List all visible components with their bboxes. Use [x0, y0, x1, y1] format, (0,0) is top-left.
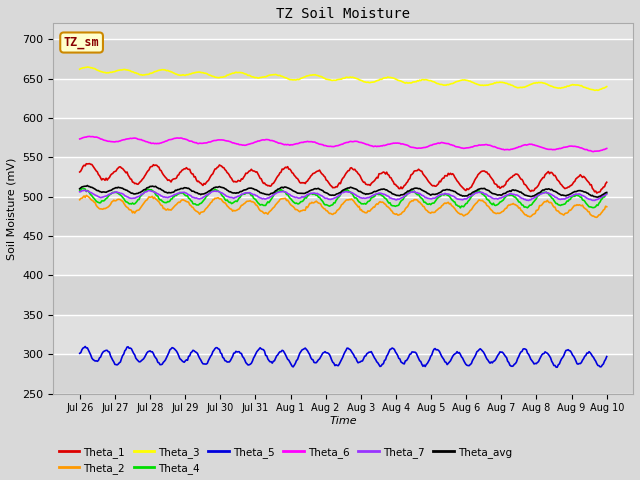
- Theta_7: [397, 195, 405, 201]
- X-axis label: Time: Time: [330, 416, 357, 426]
- Theta_avg: [300, 191, 307, 196]
- Theta_3: [84, 64, 92, 70]
- Theta_2: [593, 215, 601, 220]
- Theta_1: [593, 190, 601, 196]
- Bar: [53, 39, 633, 79]
- Theta_3: [397, 78, 405, 84]
- Theta_5: [554, 364, 561, 370]
- Line: Theta_7: Theta_7: [80, 190, 607, 201]
- Theta_1: [86, 161, 93, 167]
- Theta_2: [76, 197, 84, 203]
- Theta_4: [456, 205, 464, 211]
- Theta_7: [525, 198, 532, 204]
- Theta_6: [241, 143, 248, 148]
- Theta_4: [300, 198, 307, 204]
- Theta_2: [603, 204, 611, 210]
- Theta_avg: [241, 187, 248, 193]
- Theta_avg: [556, 191, 563, 197]
- Theta_5: [464, 363, 472, 369]
- Theta_2: [83, 192, 90, 198]
- Theta_6: [300, 140, 307, 145]
- Theta_7: [557, 197, 564, 203]
- Theta_7: [76, 189, 84, 195]
- Theta_4: [79, 186, 87, 192]
- Line: Theta_2: Theta_2: [80, 195, 607, 217]
- Theta_6: [86, 133, 93, 139]
- Theta_5: [81, 344, 89, 349]
- Theta_6: [603, 145, 611, 151]
- Line: Theta_4: Theta_4: [80, 189, 607, 208]
- Theta_1: [300, 180, 307, 186]
- Theta_6: [372, 143, 380, 149]
- Theta_4: [241, 192, 248, 197]
- Line: Theta_6: Theta_6: [80, 136, 607, 152]
- Theta_5: [300, 347, 307, 352]
- Theta_7: [372, 192, 380, 197]
- Y-axis label: Soil Moisture (mV): Soil Moisture (mV): [7, 157, 17, 260]
- Theta_6: [464, 145, 472, 151]
- Theta_6: [589, 149, 597, 155]
- Theta_4: [397, 198, 405, 204]
- Theta_4: [372, 192, 380, 197]
- Theta_4: [557, 203, 564, 208]
- Theta_3: [603, 84, 611, 89]
- Theta_2: [556, 210, 563, 216]
- Theta_avg: [594, 194, 602, 200]
- Theta_4: [465, 197, 473, 203]
- Theta_4: [603, 191, 611, 196]
- Line: Theta_avg: Theta_avg: [80, 185, 607, 197]
- Theta_5: [557, 358, 564, 364]
- Theta_1: [241, 173, 248, 179]
- Line: Theta_1: Theta_1: [80, 164, 607, 193]
- Theta_5: [76, 350, 84, 356]
- Theta_7: [603, 191, 611, 197]
- Theta_2: [372, 202, 380, 208]
- Theta_2: [241, 201, 248, 206]
- Theta_6: [556, 145, 563, 151]
- Line: Theta_5: Theta_5: [80, 347, 607, 367]
- Theta_5: [372, 357, 380, 362]
- Theta_7: [300, 194, 307, 200]
- Theta_6: [397, 141, 405, 147]
- Theta_5: [241, 357, 248, 363]
- Theta_7: [464, 194, 472, 200]
- Theta_avg: [76, 186, 84, 192]
- Theta_avg: [397, 192, 405, 198]
- Theta_2: [300, 207, 307, 213]
- Line: Theta_3: Theta_3: [80, 67, 607, 90]
- Theta_3: [464, 78, 472, 84]
- Theta_3: [76, 66, 84, 72]
- Theta_5: [603, 354, 611, 360]
- Theta_4: [76, 187, 84, 193]
- Theta_avg: [603, 190, 611, 195]
- Theta_5: [397, 359, 405, 365]
- Theta_avg: [84, 182, 92, 188]
- Theta_3: [594, 87, 602, 93]
- Theta_3: [241, 71, 248, 77]
- Theta_2: [464, 210, 472, 216]
- Theta_1: [556, 179, 563, 185]
- Theta_3: [556, 85, 563, 91]
- Bar: [53, 197, 633, 236]
- Text: TZ_sm: TZ_sm: [64, 36, 99, 49]
- Theta_3: [372, 78, 380, 84]
- Theta_1: [603, 180, 611, 185]
- Bar: [53, 276, 633, 315]
- Theta_1: [397, 184, 405, 190]
- Theta_avg: [372, 189, 380, 194]
- Bar: [53, 118, 633, 157]
- Theta_6: [76, 136, 84, 142]
- Theta_7: [80, 187, 88, 193]
- Theta_1: [372, 176, 380, 182]
- Theta_1: [76, 169, 84, 175]
- Bar: [53, 354, 633, 394]
- Title: TZ Soil Moisture: TZ Soil Moisture: [276, 7, 410, 21]
- Theta_avg: [464, 192, 472, 198]
- Theta_7: [241, 190, 248, 196]
- Theta_1: [464, 187, 472, 192]
- Legend: Theta_1, Theta_2, Theta_3, Theta_4, Theta_5, Theta_6, Theta_7, Theta_avg: Theta_1, Theta_2, Theta_3, Theta_4, Thet…: [58, 447, 513, 474]
- Theta_2: [397, 211, 405, 217]
- Theta_3: [300, 75, 307, 81]
